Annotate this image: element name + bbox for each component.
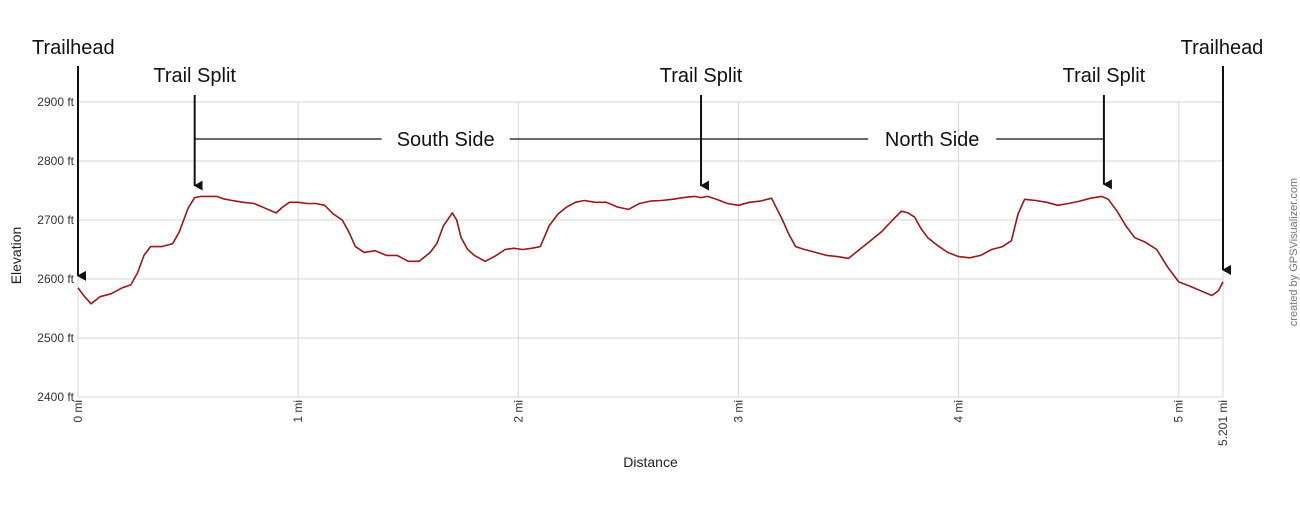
y-tick-label: 2600 ft (37, 272, 74, 286)
x-tick-label: 2 mi (511, 400, 525, 423)
y-tick-label: 2400 ft (37, 390, 74, 404)
x-tick-label: 3 mi (731, 400, 745, 423)
annotation-label: Trail Split (153, 65, 236, 87)
x-tick-label: 0 mi (71, 400, 85, 423)
annotation-label: Trail Split (1063, 65, 1146, 87)
series-group (77, 195, 1224, 305)
x-tick-label: 5 mi (1172, 400, 1186, 423)
tick-labels: 2400 ft 2500 ft 2600 ft 2700 ft 2800 ft 2900 … (37, 95, 1230, 446)
annotation-label: Trailhead (1181, 37, 1264, 59)
y-axis-title: Elevation (8, 227, 24, 285)
y-tick-label: 2500 ft (37, 331, 74, 345)
credit-text: created by GPSVisualizer.com (1288, 178, 1300, 326)
annotation-label: Trail Split (660, 65, 743, 87)
y-tick-label: 2800 ft (37, 154, 74, 168)
x-tick-label: 4 mi (952, 400, 966, 423)
section-label: North Side (885, 129, 980, 151)
x-tick-label: 1 mi (291, 400, 305, 423)
x-axis-title: Distance (623, 454, 678, 470)
y-tick-label: 2900 ft (37, 95, 74, 109)
annotation-label: Trailhead (32, 37, 115, 59)
elevation-line (77, 195, 1224, 305)
annotations: Trailhead Trail Split South Side Trail Spli… (32, 37, 1264, 281)
y-tick-label: 2700 ft (37, 213, 74, 227)
axes: Distance Elevation created by GPSVisuali… (8, 178, 1300, 470)
grid (77, 101, 1224, 398)
x-tick-label: 5.201 mi (1216, 400, 1230, 446)
section-label: South Side (397, 129, 495, 151)
